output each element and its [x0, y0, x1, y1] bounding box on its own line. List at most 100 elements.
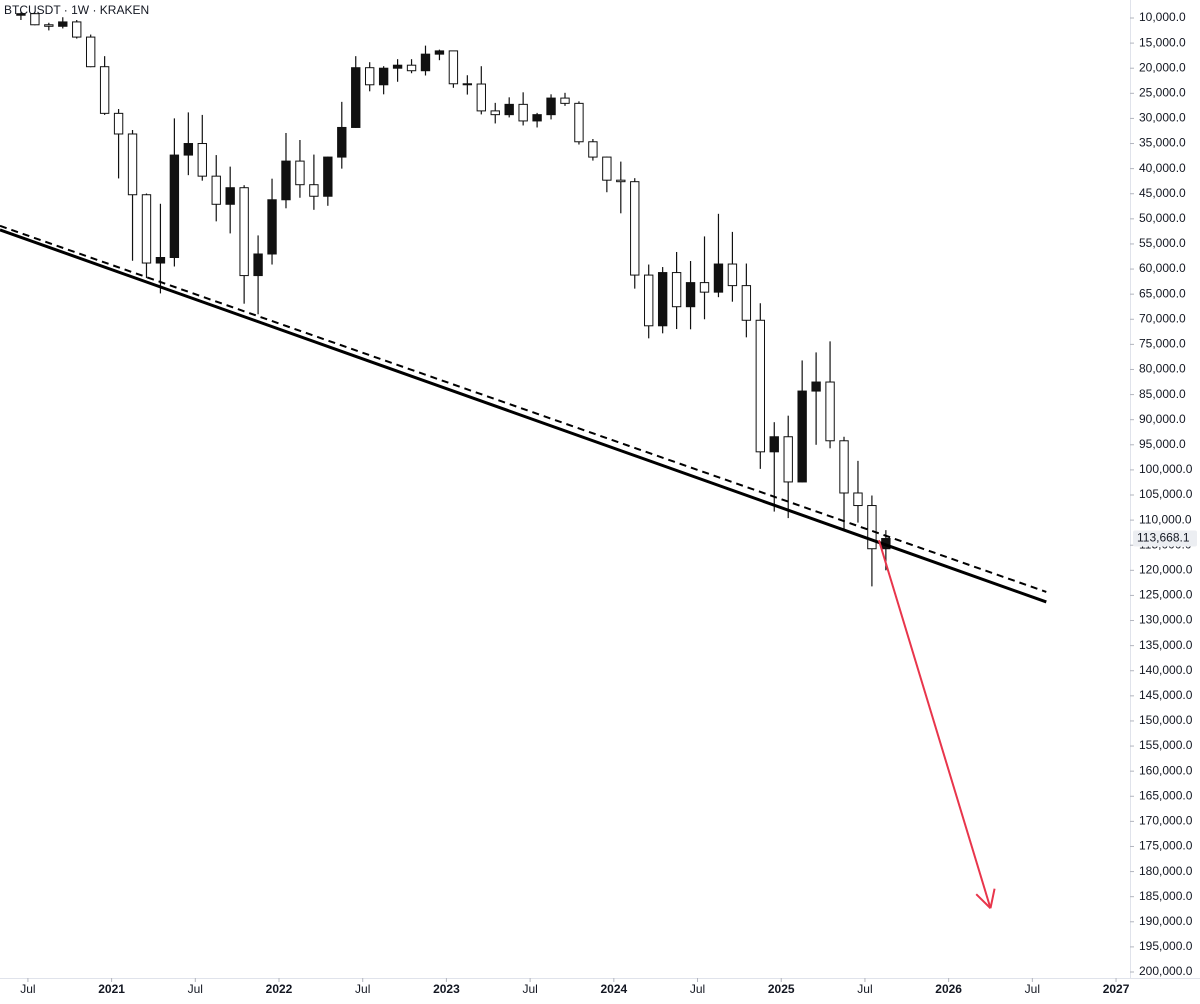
- candle-body: [685, 282, 696, 308]
- y-tick-label: 50,000.0: [1139, 211, 1186, 225]
- candle-body: [867, 505, 877, 550]
- y-tick-label: 120,000.0: [1139, 562, 1193, 576]
- arrow-head: [975, 893, 992, 909]
- candle-body: [323, 156, 333, 197]
- y-tick-label: 100,000.0: [1139, 462, 1193, 476]
- candle-body: [825, 381, 835, 442]
- y-tick-label: 165,000.0: [1139, 788, 1193, 802]
- y-tick-label: 30,000.0: [1139, 111, 1186, 125]
- y-tick-label: 75,000.0: [1139, 337, 1186, 351]
- y-tick-label: 55,000.0: [1139, 236, 1186, 250]
- x-tick-label: 2021: [98, 982, 125, 996]
- y-tick-label: 190,000.0: [1139, 914, 1193, 928]
- y-tick-label: 175,000.0: [1139, 839, 1193, 853]
- candle-body: [197, 143, 207, 177]
- candle-body: [518, 103, 528, 122]
- y-tick-label: 35,000.0: [1139, 136, 1186, 150]
- x-tick-label: 2026: [935, 982, 962, 996]
- candle-body: [839, 440, 849, 494]
- candle-body: [309, 184, 319, 197]
- candle-body: [713, 263, 724, 293]
- y-tick-label: 25,000.0: [1139, 85, 1186, 99]
- y-tick-label: 20,000.0: [1139, 60, 1186, 74]
- y-tick-label: 145,000.0: [1139, 688, 1193, 702]
- price-tag-label: 113,668.1: [1137, 531, 1190, 545]
- y-tick-label: 105,000.0: [1139, 487, 1193, 501]
- y-tick-label: 180,000.0: [1139, 864, 1193, 878]
- x-tick-label: Jul: [857, 982, 872, 996]
- y-tick-label: 10,000.0: [1139, 10, 1186, 24]
- candle-body: [783, 436, 793, 483]
- candle-body: [351, 67, 361, 128]
- y-tick-label: 125,000.0: [1139, 588, 1193, 602]
- x-tick-label: 2027: [1103, 982, 1130, 996]
- candle-body: [769, 436, 779, 453]
- y-tick-label: 160,000.0: [1139, 763, 1193, 777]
- y-tick-label: 195,000.0: [1139, 939, 1193, 953]
- candle-body: [337, 126, 347, 158]
- candle-body: [741, 285, 752, 321]
- y-tick-label: 200,000.0: [1139, 964, 1193, 978]
- candle-body: [671, 272, 682, 308]
- candle-body: [127, 133, 138, 196]
- y-tick-label: 155,000.0: [1139, 738, 1193, 752]
- candle-body: [644, 274, 654, 327]
- y-tick-label: 170,000.0: [1139, 814, 1193, 828]
- candle-body: [85, 36, 96, 68]
- candle-body: [378, 67, 389, 86]
- y-tick-label: 110,000.0: [1139, 512, 1192, 526]
- candle-body: [239, 187, 249, 277]
- candle-body: [434, 50, 445, 55]
- candle-body: [574, 102, 584, 143]
- candle-body: [727, 263, 738, 287]
- candle-body: [476, 83, 486, 112]
- trend-line: [0, 228, 1047, 604]
- candle-body: [44, 24, 54, 27]
- x-tick-label: Jul: [1025, 982, 1040, 996]
- candle-body: [99, 66, 110, 114]
- candle-body: [30, 13, 40, 26]
- candle-body: [616, 179, 626, 183]
- x-tick-label: 2023: [433, 982, 460, 996]
- x-tick-label: Jul: [20, 982, 35, 996]
- candle-body: [462, 83, 473, 86]
- candle-body: [588, 141, 598, 158]
- candle-body: [141, 194, 152, 264]
- candle-body: [253, 253, 263, 277]
- y-tick-label: 90,000.0: [1139, 412, 1186, 426]
- y-tick-label: 150,000.0: [1139, 713, 1193, 727]
- candle-body: [490, 110, 500, 116]
- arrow-shaft: [877, 539, 992, 909]
- candle-body: [657, 272, 668, 327]
- y-tick-label: 185,000.0: [1139, 889, 1193, 903]
- candle-body: [532, 114, 542, 122]
- candle-body: [113, 112, 124, 135]
- candle-body: [211, 175, 221, 205]
- candle-body: [448, 50, 459, 85]
- y-tick-label: 15,000.0: [1139, 35, 1186, 49]
- price-tag: [1133, 530, 1197, 547]
- y-tick-label: 65,000.0: [1139, 286, 1186, 300]
- x-tick-label: Jul: [355, 982, 370, 996]
- candle-body: [560, 97, 570, 104]
- trend-line: [0, 224, 1047, 593]
- candle-body: [699, 282, 710, 293]
- candle-body: [392, 64, 403, 69]
- arrow-head: [989, 888, 996, 909]
- candle-body: [365, 67, 375, 86]
- x-tick-label: 2025: [768, 982, 795, 996]
- y-tick-label: 85,000.0: [1139, 387, 1186, 401]
- x-tick-label: Jul: [522, 982, 537, 996]
- candle-body: [155, 257, 166, 264]
- candle-body: [602, 156, 612, 181]
- y-tick-label: 45,000.0: [1139, 186, 1186, 200]
- candle-body: [504, 103, 514, 116]
- candle-body: [406, 64, 417, 72]
- candle-body: [281, 160, 291, 201]
- candle-body: [755, 319, 765, 453]
- candle-body: [225, 187, 235, 205]
- candle-body: [420, 53, 431, 72]
- x-tick-label: 2024: [600, 982, 627, 996]
